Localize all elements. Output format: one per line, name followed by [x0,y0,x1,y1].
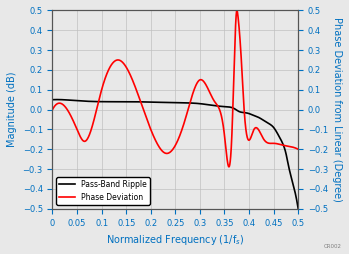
Phase Deviation [93,114,97,117]
Phase Deviation [291,146,296,149]
Phase Deviation [155,142,159,146]
Phase Deviation [50,108,54,111]
Text: CR002: CR002 [324,244,342,249]
Pass-Band Ripple [265,121,269,124]
Phase Deviation [144,117,149,120]
Phase Deviation [227,165,231,168]
Phase Deviation [235,9,239,12]
Pass-Band Ripple [79,99,83,102]
Pass-Band Ripple [291,184,296,187]
X-axis label: Normalized Frequency (1/f$_s$): Normalized Frequency (1/f$_s$) [106,233,245,247]
Phase Deviation [79,136,83,139]
Legend: Pass-Band Ripple, Phase Deviation: Pass-Band Ripple, Phase Deviation [56,177,149,205]
Y-axis label: Phase Deviation from Linear (Degree): Phase Deviation from Linear (Degree) [332,17,342,202]
Pass-Band Ripple [93,100,97,103]
Line: Pass-Band Ripple: Pass-Band Ripple [52,100,298,209]
Pass-Band Ripple [155,101,159,104]
Y-axis label: Magnitude (dB): Magnitude (dB) [7,72,17,147]
Pass-Band Ripple [145,100,149,103]
Pass-Band Ripple [55,98,59,101]
Pass-Band Ripple [296,207,300,210]
Line: Phase Deviation: Phase Deviation [52,10,298,167]
Phase Deviation [265,141,269,144]
Phase Deviation [296,148,300,151]
Pass-Band Ripple [50,98,54,101]
